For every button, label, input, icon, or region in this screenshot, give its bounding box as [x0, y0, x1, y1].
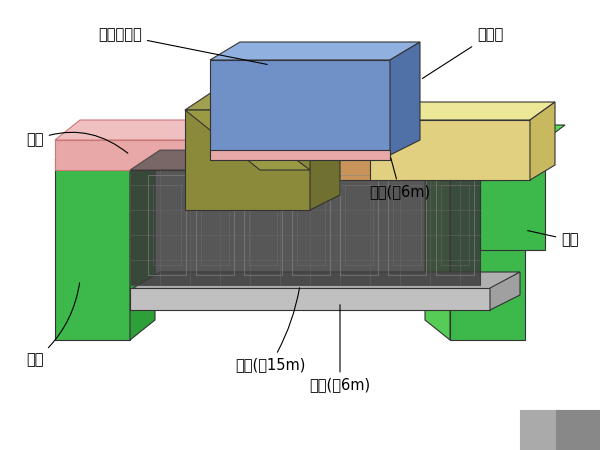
Polygon shape [480, 125, 565, 140]
Text: 前锚室: 前锚室 [422, 27, 503, 78]
Polygon shape [390, 42, 420, 155]
Polygon shape [55, 120, 525, 140]
Text: 底板(厚6m): 底板(厚6m) [310, 305, 371, 392]
Polygon shape [210, 42, 420, 60]
Polygon shape [55, 140, 500, 170]
Polygon shape [270, 128, 540, 145]
Polygon shape [185, 110, 310, 170]
Text: 内衬: 内衬 [528, 230, 579, 248]
Polygon shape [490, 272, 520, 310]
Polygon shape [450, 160, 525, 340]
Polygon shape [55, 140, 155, 160]
Polygon shape [130, 272, 520, 290]
Polygon shape [530, 102, 555, 180]
Polygon shape [55, 160, 130, 340]
Polygon shape [210, 60, 390, 155]
Polygon shape [130, 170, 480, 285]
Polygon shape [270, 145, 510, 180]
Polygon shape [480, 140, 545, 250]
Polygon shape [370, 102, 555, 120]
Text: 连墙: 连墙 [26, 283, 80, 368]
Polygon shape [500, 120, 525, 170]
Polygon shape [185, 110, 310, 210]
Polygon shape [210, 150, 390, 160]
Polygon shape [555, 410, 600, 450]
Polygon shape [370, 120, 530, 180]
Polygon shape [510, 128, 540, 180]
Polygon shape [425, 140, 450, 340]
Polygon shape [185, 90, 340, 110]
Polygon shape [130, 150, 510, 170]
Polygon shape [130, 140, 155, 340]
Text: 顶板(厚6m): 顶板(厚6m) [370, 158, 431, 199]
Polygon shape [130, 288, 490, 310]
Text: 填芯(厚15m): 填芯(厚15m) [235, 288, 305, 373]
Polygon shape [520, 410, 555, 450]
Polygon shape [450, 140, 550, 160]
Polygon shape [310, 90, 340, 210]
Text: 帽梁: 帽梁 [26, 132, 128, 153]
Text: 散索鞍支墩: 散索鞍支墩 [98, 27, 267, 64]
